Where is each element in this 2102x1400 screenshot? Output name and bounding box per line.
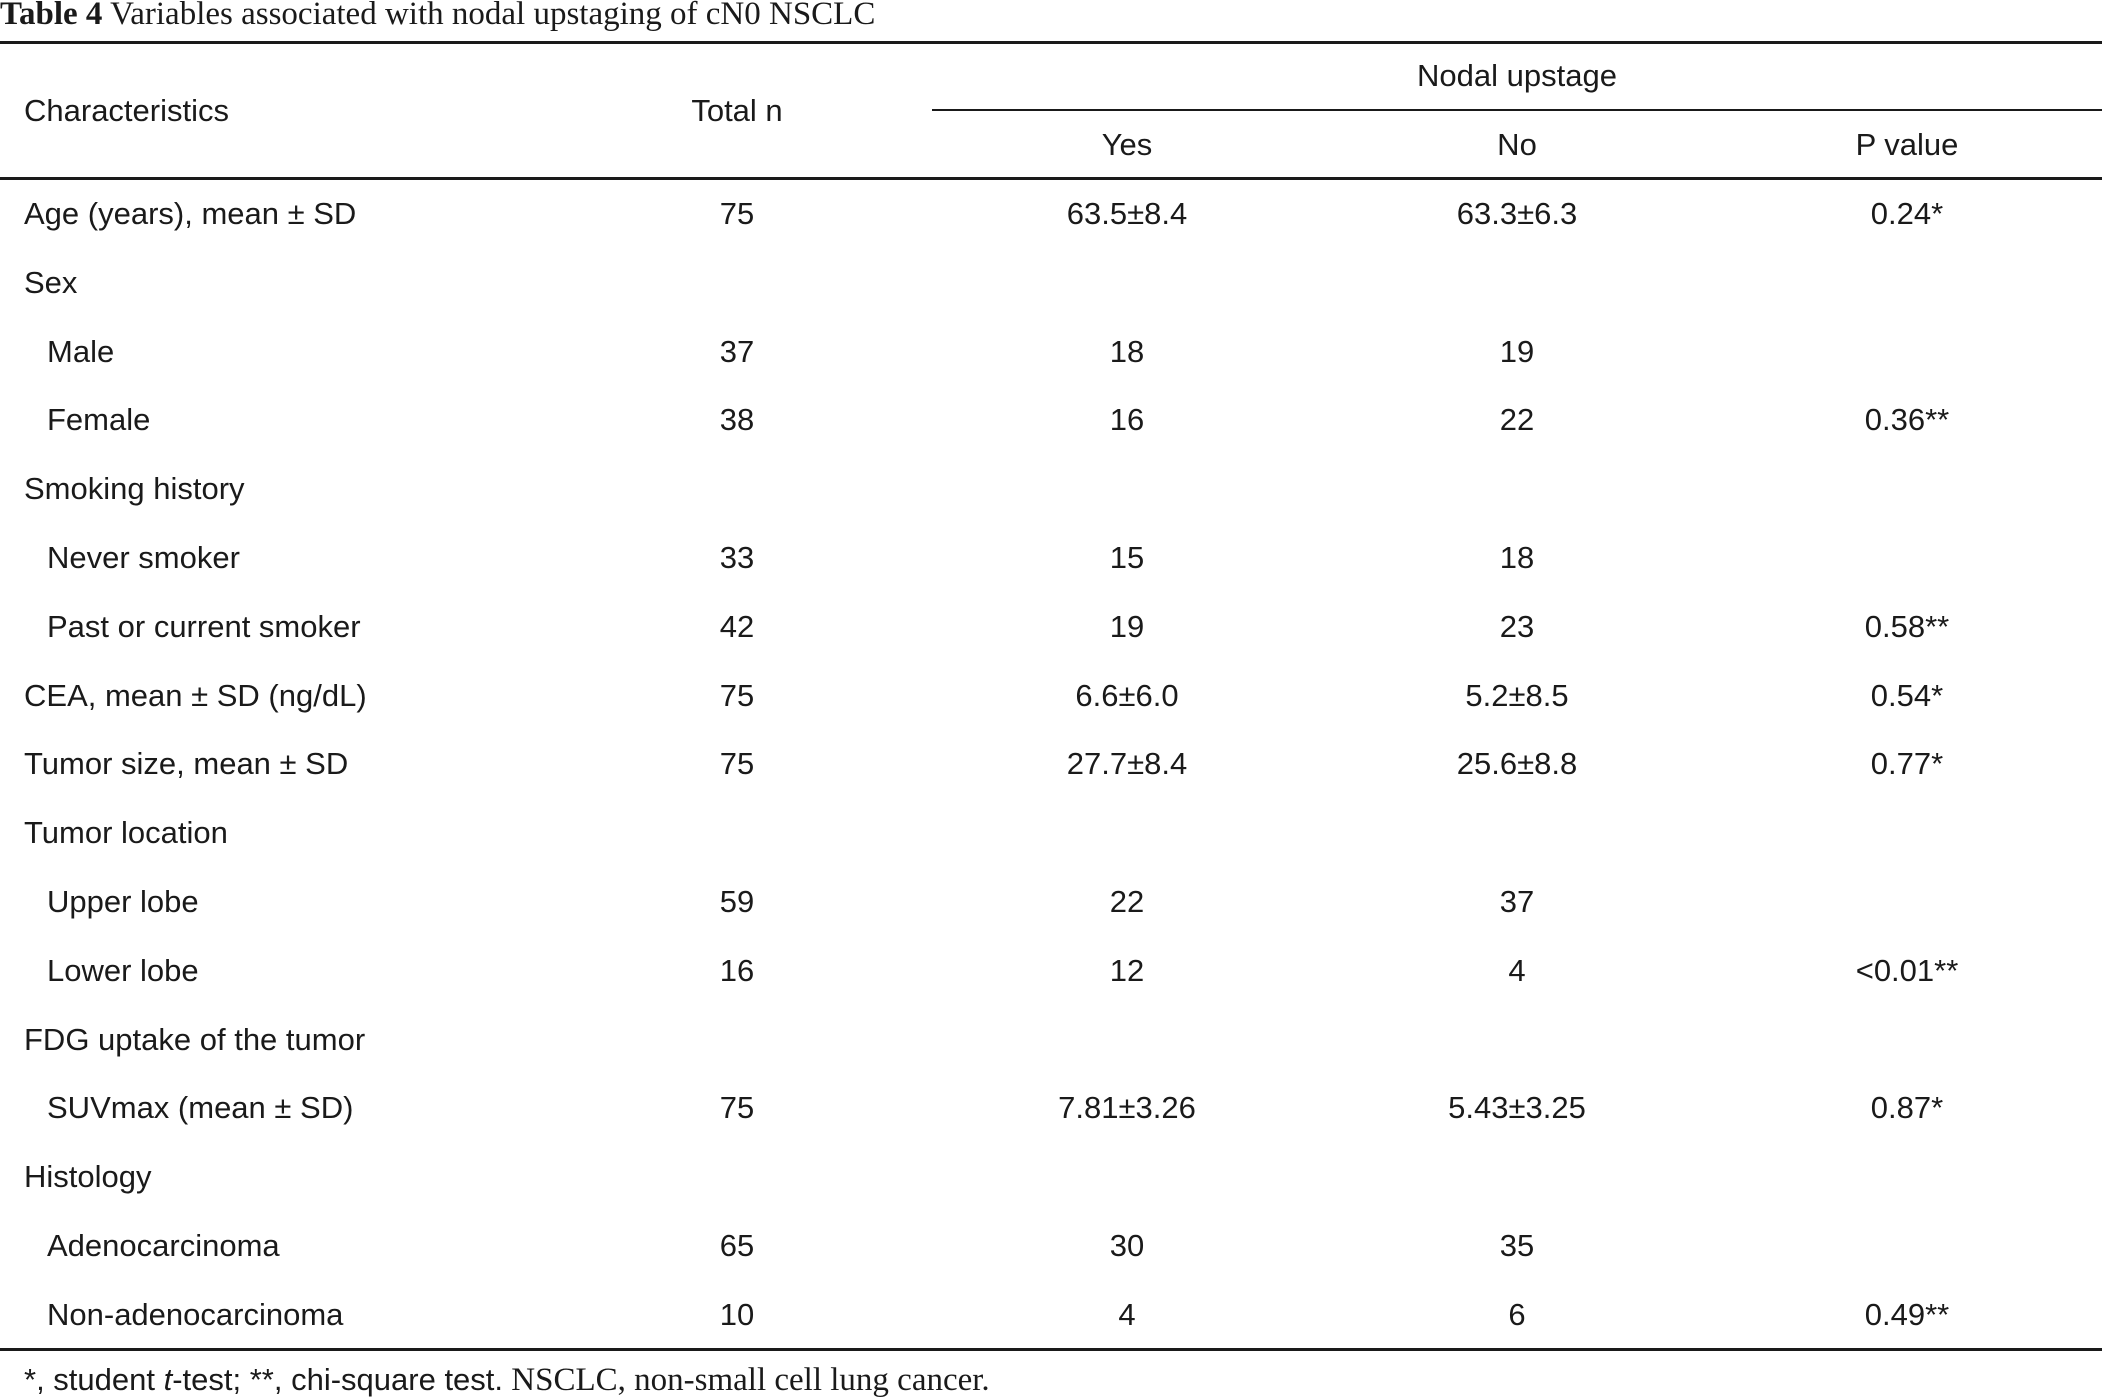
- row-label: Age (years), mean ± SD: [24, 196, 357, 231]
- row-no: 5.2±8.5: [1465, 678, 1569, 713]
- row-p-value: 0.24*: [1870, 196, 1944, 231]
- row-label: Sex: [24, 265, 78, 300]
- header-no: No: [1497, 127, 1537, 162]
- row-label: FDG uptake of the tumor: [24, 1022, 366, 1057]
- row-total: 10: [719, 1297, 755, 1332]
- row-yes: 16: [1109, 402, 1145, 437]
- header-rule: [0, 177, 2102, 180]
- row-label: Never smoker: [47, 540, 240, 575]
- header-total: Total n: [691, 93, 783, 128]
- row-p-value: 0.77*: [1870, 746, 1944, 781]
- row-total: 75: [719, 746, 755, 781]
- row-total: 16: [719, 953, 755, 988]
- row-no: 22: [1499, 402, 1535, 437]
- row-no: 5.43±3.25: [1448, 1090, 1586, 1125]
- row-p-value: 0.36**: [1864, 402, 1950, 437]
- row-p-value: <0.01**: [1855, 953, 1959, 988]
- row-yes: 27.7±8.4: [1066, 746, 1188, 781]
- row-total: 59: [719, 884, 755, 919]
- row-yes: 12: [1109, 953, 1145, 988]
- row-total: 37: [719, 334, 755, 369]
- row-label: Lower lobe: [47, 953, 199, 988]
- row-no: 25.6±8.8: [1456, 746, 1578, 781]
- bottom-rule: [0, 1348, 2102, 1351]
- table-caption: Table 4 Variables associated with nodal …: [0, 0, 875, 34]
- header-nodal-upstage: Nodal upstage: [1417, 58, 1617, 93]
- group-span-rule: [932, 109, 2102, 111]
- row-no: 37: [1499, 884, 1535, 919]
- row-p-value: 0.87*: [1870, 1090, 1944, 1125]
- row-p-value: 0.58**: [1864, 609, 1950, 644]
- row-p-value: 0.54*: [1870, 678, 1944, 713]
- row-yes: 7.81±3.26: [1058, 1090, 1196, 1125]
- footnote-t: t: [163, 1362, 173, 1397]
- row-no: 18: [1499, 540, 1535, 575]
- row-total: 75: [719, 1090, 755, 1125]
- row-label: Histology: [24, 1159, 152, 1194]
- row-total: 38: [719, 402, 755, 437]
- row-total: 75: [719, 678, 755, 713]
- row-label: SUVmax (mean ± SD): [47, 1090, 354, 1125]
- row-label: Past or current smoker: [47, 609, 361, 644]
- header-yes: Yes: [1101, 127, 1153, 162]
- row-total: 33: [719, 540, 755, 575]
- row-label: Smoking history: [24, 471, 245, 506]
- row-label: Upper lobe: [47, 884, 199, 919]
- row-label: Adenocarcinoma: [47, 1228, 280, 1263]
- row-yes: 22: [1109, 884, 1145, 919]
- row-yes: 30: [1109, 1228, 1145, 1263]
- footnote-part3: NSCLC, non-small cell lung cancer.: [503, 1362, 990, 1398]
- table-title: Variables associated with nodal upstagin…: [110, 0, 876, 32]
- row-label: Female: [47, 402, 151, 437]
- row-p-value: 0.49**: [1864, 1297, 1950, 1332]
- header-p-value: P value: [1855, 127, 1959, 162]
- row-no: 23: [1499, 609, 1535, 644]
- row-no: 35: [1499, 1228, 1535, 1263]
- row-yes: 4: [1118, 1297, 1136, 1332]
- row-total: 65: [719, 1228, 755, 1263]
- row-label: CEA, mean ± SD (ng/dL): [24, 678, 367, 713]
- row-label: Male: [47, 334, 115, 369]
- row-yes: 63.5±8.4: [1066, 196, 1188, 231]
- row-yes: 6.6±6.0: [1075, 678, 1179, 713]
- row-total: 42: [719, 609, 755, 644]
- row-label: Tumor size, mean ± SD: [24, 746, 349, 781]
- row-yes: 19: [1109, 609, 1145, 644]
- row-yes: 15: [1109, 540, 1145, 575]
- table-number: Table 4: [0, 0, 103, 32]
- row-label: Non-adenocarcinoma: [47, 1297, 344, 1332]
- footnote-part2: -test; **, chi-square test.: [172, 1362, 504, 1397]
- table-footnote: *, student t-test; **, chi-square test. …: [24, 1360, 990, 1400]
- footnote-part1: *, student: [24, 1362, 164, 1397]
- row-no: 19: [1499, 334, 1535, 369]
- row-total: 75: [719, 196, 755, 231]
- top-rule: [0, 41, 2102, 44]
- header-characteristics: Characteristics: [24, 93, 229, 128]
- row-no: 4: [1508, 953, 1526, 988]
- row-label: Tumor location: [24, 815, 228, 850]
- row-yes: 18: [1109, 334, 1145, 369]
- row-no: 63.3±6.3: [1456, 196, 1578, 231]
- row-no: 6: [1508, 1297, 1526, 1332]
